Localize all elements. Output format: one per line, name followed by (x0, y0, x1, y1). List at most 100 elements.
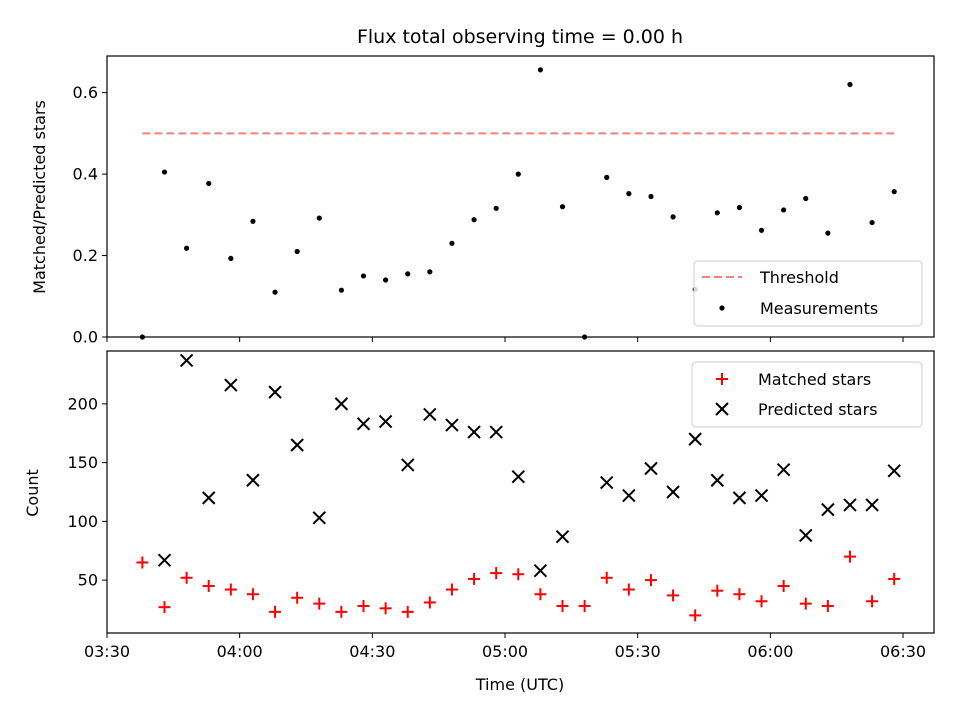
matched-star-marker (136, 556, 149, 569)
measurement-point (626, 191, 632, 197)
top-legend-box (693, 260, 923, 327)
bottom-panel: Count 03:30 04:00 04:30 05:00 05:30 06:00 06:3… (23, 350, 935, 661)
predicted-star-marker (776, 462, 791, 477)
top-axes-frame (106, 55, 935, 338)
measurements-legend-swatch (719, 305, 725, 311)
predicted-star-marker (865, 498, 879, 512)
measurement-point (781, 207, 787, 213)
measurement-point (405, 271, 411, 277)
bottom-legend: Matched stars Predicted stars (691, 361, 923, 428)
predicted-legend-swatch (715, 402, 729, 416)
measurement-point (758, 227, 765, 233)
predicted-star-marker (511, 470, 525, 484)
matched-star-marker (291, 591, 304, 604)
bottom-y-tick-label: 200 (67, 394, 98, 413)
measurement-point (714, 210, 720, 216)
predicted-star-marker (157, 553, 172, 567)
predicted-star-marker (644, 461, 658, 476)
matched-star-marker (224, 583, 237, 596)
matched-legend-swatch (716, 373, 728, 385)
measurement-point (228, 255, 234, 262)
measurement-point (559, 204, 566, 210)
measurement-point (250, 218, 256, 224)
predicted-star-marker (732, 491, 747, 505)
matched-star-marker (888, 572, 901, 585)
measurement-point (648, 193, 654, 200)
bottom-y-axis-label: Count (23, 469, 42, 517)
matched-star-marker (556, 599, 569, 612)
top-y-tick-label: 0.6 (73, 83, 98, 102)
x-axis-label: Time (UTC) (475, 675, 564, 694)
predicted-star-marker (533, 564, 548, 578)
predicted-star-marker (754, 488, 769, 503)
matched-star-marker (468, 572, 481, 585)
matched-star-marker (313, 597, 326, 610)
matched-star-marker (799, 597, 812, 610)
bottom-y-tick-label: 50 (78, 571, 98, 590)
matched-star-marker (733, 588, 746, 601)
chart-title: Flux total observing time = 0.00 h (357, 26, 683, 48)
predicted-star-marker (710, 473, 725, 487)
top-legend: Threshold Measurements (693, 260, 923, 327)
predicted-star-marker (268, 385, 282, 399)
x-tick-label: 06:30 (880, 642, 926, 661)
measurement-point (471, 217, 477, 223)
matched-star-marker (512, 568, 525, 581)
top-y-tick-label: 0.4 (73, 165, 98, 184)
predicted-star-marker (290, 438, 304, 452)
top-y-tick-label: 0.2 (73, 246, 98, 265)
measurement-point (604, 174, 610, 180)
matched-star-marker (667, 589, 680, 602)
bottom-y-tick-label: 100 (67, 512, 98, 531)
predicted-star-marker (843, 498, 857, 512)
measurement-point (493, 205, 499, 211)
measurement-point (891, 189, 897, 195)
bottom-axes-frame (106, 350, 935, 634)
measurement-point (294, 248, 300, 255)
x-tick-label: 05:30 (615, 642, 661, 661)
predicted-star-marker (445, 418, 459, 432)
matched-star-marker (246, 588, 259, 601)
predicted-star-marker (799, 528, 813, 543)
predicted-star-marker (356, 417, 371, 431)
matched-star-marker (821, 599, 834, 612)
top-plot-area: 0.0 0.2 0.4 0.6 (73, 67, 904, 347)
matched-star-marker (755, 595, 768, 608)
measurement-point (537, 67, 544, 73)
predicted-star-marker (555, 529, 570, 544)
predicted-star-marker (600, 475, 614, 490)
matched-star-marker (866, 595, 879, 608)
x-tick-label: 05:00 (482, 642, 528, 661)
matched-star-marker (269, 605, 282, 618)
measurement-point (825, 230, 831, 236)
matched-star-marker (401, 605, 414, 618)
top-y-tick-label: 0.0 (73, 328, 98, 347)
bottom-plot-area: 03:30 04:00 04:30 05:00 05:30 06:00 06:30 50 100… (67, 353, 926, 661)
predicted-star-marker (821, 502, 835, 517)
predicted-star-marker (202, 491, 216, 505)
matched-star-marker (445, 583, 458, 596)
matched-star-marker (644, 574, 657, 587)
measurement-point (206, 180, 212, 187)
measurement-point (736, 204, 743, 211)
predicted-star-marker (666, 485, 680, 499)
threshold-legend-label: Threshold (759, 268, 839, 287)
matched-star-marker (711, 584, 724, 597)
top-panel: Matched/Predicted stars 0.0 0.2 0.4 0.6 Thr… (30, 55, 935, 347)
predicted-star-marker (423, 407, 437, 422)
x-tick-label: 04:00 (217, 642, 263, 661)
matched-star-marker (600, 571, 613, 584)
matched-star-marker (777, 580, 790, 592)
measurement-point (360, 273, 367, 279)
matched-star-marker (622, 583, 635, 596)
measurement-point (272, 289, 278, 295)
measurement-point (383, 277, 389, 283)
predicted-star-marker (887, 464, 901, 478)
matched-legend-label: Matched stars (758, 370, 871, 389)
measurement-point (427, 269, 433, 275)
measurement-point (670, 214, 676, 220)
top-y-axis-label: Matched/Predicted stars (30, 100, 49, 294)
matched-star-marker (335, 605, 348, 618)
measurement-point (869, 219, 875, 226)
measurements-legend-label: Measurements (760, 299, 878, 318)
